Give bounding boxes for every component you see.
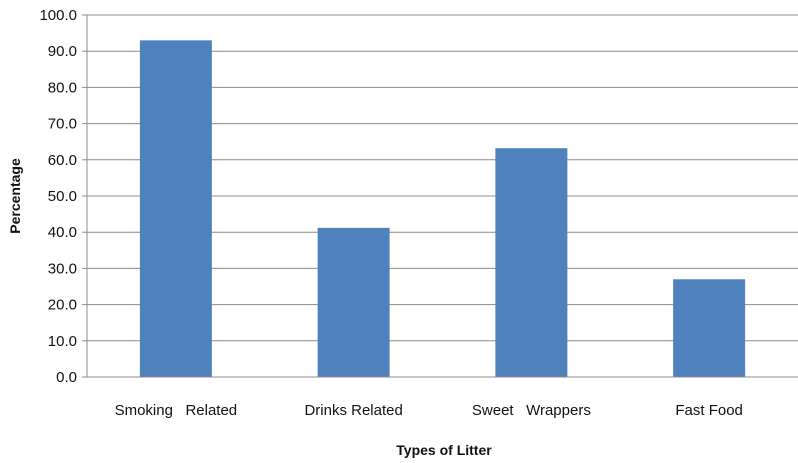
y-tick-label: 100.0 [39, 7, 77, 24]
y-axis-tick-labels: 0.0 10.0 20.0 30.0 40.0 50.0 60.0 70.0 80.0 90.0 1… [39, 7, 77, 386]
bar [317, 227, 390, 377]
bar [673, 279, 746, 377]
y-tick-label: 60.0 [48, 152, 77, 169]
y-tick-label: 30.0 [48, 260, 77, 277]
x-axis-title: Types of Litter [396, 442, 492, 458]
y-tick-label: 90.0 [48, 43, 77, 60]
y-tick-label: 40.0 [48, 224, 77, 241]
y-tick-label: 80.0 [48, 79, 77, 96]
y-tick-label: 50.0 [48, 188, 77, 205]
y-axis-title: Percentage [7, 158, 23, 234]
x-category-label: Sweet Wrappers [472, 402, 591, 419]
y-tick-label: 20.0 [48, 297, 77, 314]
x-category-label: Drinks Related [304, 402, 402, 419]
y-tick-label: 10.0 [48, 333, 77, 350]
bar [495, 148, 568, 377]
x-category-label: Fast Food [675, 402, 743, 419]
x-axis-category-labels: Smoking Related Drinks Related Sweet Wrapp… [115, 402, 743, 419]
bar [139, 40, 212, 378]
y-tick-label: 70.0 [48, 116, 77, 133]
y-tick-label: 0.0 [56, 369, 77, 386]
x-category-label: Smoking Related [115, 402, 238, 419]
bars [139, 40, 746, 378]
